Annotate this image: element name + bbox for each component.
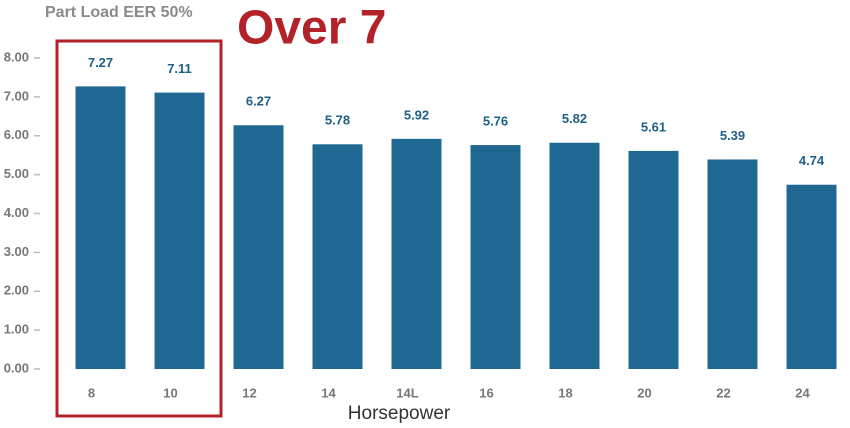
y-tick-label: 7.00 [4,88,29,103]
y-tick-label: 6.00 [4,127,29,142]
bar [628,150,679,369]
bar [233,125,284,369]
value-label: 5.78 [325,113,350,128]
y-tick-label: 8.00 [4,49,29,64]
y-tick-label: 3.00 [4,244,29,259]
x-tick-label: 24 [795,385,810,400]
x-tick-label: 22 [716,385,730,400]
bar [75,86,126,369]
bar [391,138,442,369]
y-tick-label: 5.00 [4,166,29,181]
value-label: 5.92 [404,107,429,122]
value-label: 5.39 [720,128,745,143]
x-tick-label: 10 [163,385,177,400]
bar [154,92,205,369]
x-tick-label: 18 [558,385,572,400]
bar [312,144,363,369]
x-tick-label: 8 [88,385,95,400]
value-label: 7.27 [88,55,113,70]
value-label: 7.11 [167,61,192,76]
x-tick-label: 14 [321,385,336,400]
highlight-box [55,39,223,418]
value-label: 4.74 [799,153,825,168]
y-tick-label: 4.00 [4,205,29,220]
x-axis-label: Horsepower [348,403,451,424]
annotation: Over 7 [237,2,386,55]
x-tick-label: 12 [242,385,256,400]
value-label: 5.76 [483,114,508,129]
value-label: 5.61 [641,119,666,134]
x-tick-label: 20 [637,385,651,400]
value-label: 5.82 [562,111,587,126]
bar [707,159,758,369]
bar [549,142,600,369]
x-tick-label: 14L [396,385,418,400]
bar [786,184,837,369]
chart-title: Part Load EER 50% [45,4,193,21]
y-tick-label: 0.00 [4,360,29,375]
y-tick-label: 1.00 [4,322,29,337]
bar [470,145,521,369]
x-tick-label: 16 [479,385,493,400]
y-tick-label: 2.00 [4,283,29,298]
value-label: 6.27 [246,94,271,109]
